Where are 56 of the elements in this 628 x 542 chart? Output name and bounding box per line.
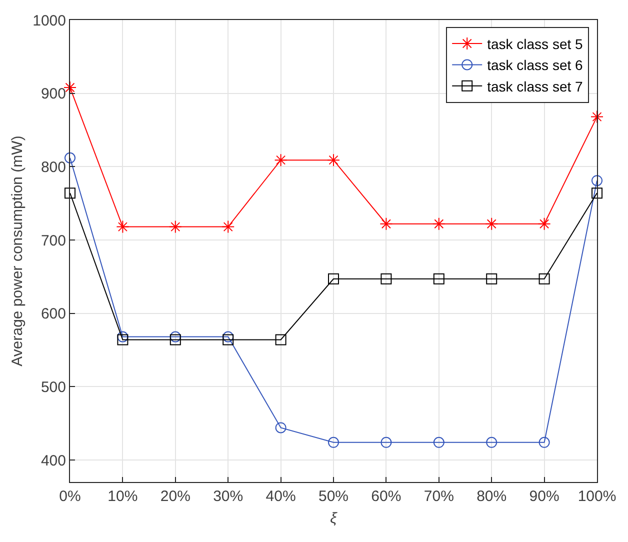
x-tick-label: 10% (108, 488, 138, 505)
point (116, 220, 130, 234)
x-tick-label: 20% (160, 488, 190, 505)
point (117, 331, 128, 342)
y-tick-label: 900 (40, 86, 66, 103)
point (538, 217, 551, 230)
point (170, 334, 181, 346)
point (380, 273, 392, 284)
point (328, 436, 339, 448)
point (170, 331, 181, 342)
y-tick-label: 800 (40, 158, 66, 176)
point (432, 217, 446, 230)
point (592, 175, 602, 186)
x-tick-label: 70% (424, 488, 454, 505)
legend-label: task class set 7 (487, 78, 584, 94)
legend-label: task class set 6 (487, 57, 584, 74)
point (538, 273, 550, 284)
legend-label: task class set 5 (487, 36, 584, 52)
y-tick-label: 700 (40, 232, 66, 250)
point (380, 436, 392, 448)
x-tick-label: 80% (476, 488, 507, 505)
point (275, 422, 286, 434)
y-axis-title: Average power consumption (mW) (8, 136, 26, 366)
point (486, 436, 498, 448)
y-tick-label: 600 (40, 306, 66, 323)
y-tick-label: 500 (40, 378, 66, 396)
point (486, 273, 498, 284)
point (222, 334, 234, 346)
point (327, 154, 340, 167)
point (64, 188, 76, 199)
point (433, 436, 444, 448)
x-tick-label: 90% (529, 488, 560, 505)
x-tick-label: 40% (266, 488, 296, 505)
x-tick-label: 0% (59, 488, 81, 505)
y-tick-label: 400 (40, 452, 66, 470)
x-axis-title: ξ (330, 510, 338, 527)
point (592, 188, 602, 199)
point (328, 273, 339, 284)
point (117, 334, 128, 346)
x-tick-label: 50% (318, 488, 349, 505)
point (274, 154, 288, 167)
point (64, 80, 76, 94)
point (590, 110, 604, 124)
point (538, 436, 550, 448)
point (222, 220, 235, 234)
point (275, 334, 286, 346)
point (433, 273, 444, 284)
point (222, 331, 234, 342)
y-tick-label: 1000 (32, 12, 66, 30)
point (64, 152, 76, 164)
point (380, 217, 393, 230)
x-tick-label: 100% (578, 488, 616, 505)
x-tick-label: 30% (213, 488, 244, 505)
point (168, 220, 182, 234)
x-tick-label: 60% (371, 488, 402, 505)
point (485, 217, 498, 230)
